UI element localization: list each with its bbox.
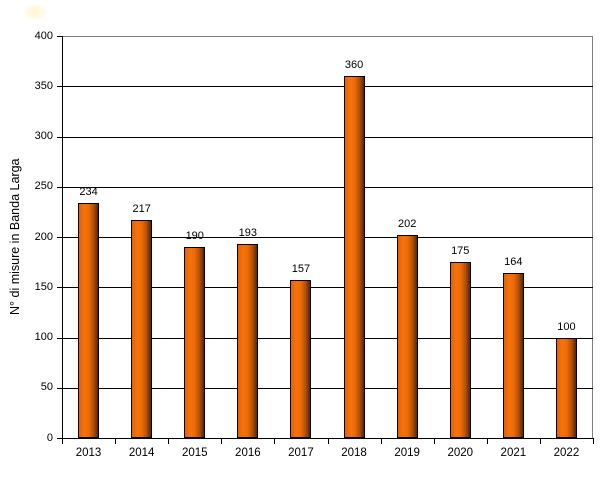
gridline: [62, 387, 593, 389]
bar-value-label: 175: [451, 245, 470, 258]
y-tick-label: 200: [34, 230, 53, 243]
y-tick-mark: [57, 287, 62, 289]
gridline: [62, 186, 593, 188]
y-tick-label: 150: [34, 280, 53, 293]
bar-value-label: 202: [397, 217, 417, 230]
bar-value-label: 190: [185, 230, 204, 243]
x-tick-label: 2014: [128, 447, 155, 459]
bar: [131, 219, 153, 438]
bar: [396, 234, 418, 438]
bar-value-label: 234: [79, 185, 98, 198]
y-tick-mark: [57, 136, 62, 138]
y-tick-label: 100: [34, 331, 53, 343]
bar-value-label: 157: [291, 263, 311, 276]
gridline: [62, 337, 593, 339]
bar: [78, 202, 100, 438]
y-tick-mark: [57, 86, 62, 88]
x-tick-label: 2013: [75, 447, 102, 459]
bar-value-label: 164: [504, 256, 523, 269]
x-tick-label: 2017: [288, 447, 314, 459]
x-axis-line: [62, 438, 594, 439]
bar-value-label: 360: [344, 59, 364, 72]
x-tick-label: 2019: [394, 447, 420, 459]
bar-value-label: 100: [557, 320, 576, 333]
bar: [502, 273, 524, 438]
y-tick-label: 50: [40, 381, 53, 394]
y-tick-label: 300: [34, 130, 53, 142]
bar: [184, 247, 206, 438]
y-tick-mark: [57, 438, 62, 439]
x-tick-mark: [328, 439, 329, 444]
artifact-smudge: [24, 4, 46, 20]
y-tick-mark: [57, 387, 62, 389]
bar-value-label: 217: [132, 202, 151, 215]
x-tick-mark: [434, 439, 435, 444]
y-tick-label: 400: [34, 29, 53, 42]
x-tick-label: 2016: [235, 447, 261, 459]
x-tick-label: 2021: [500, 447, 527, 459]
y-tick-mark: [57, 186, 62, 188]
x-tick-label: 2022: [553, 447, 580, 459]
x-tick-mark: [221, 439, 222, 444]
x-tick-mark: [274, 439, 275, 444]
x-tick-mark: [593, 439, 594, 444]
bar: [290, 280, 312, 438]
bar: [449, 262, 471, 438]
x-tick-label: 2015: [181, 447, 208, 459]
y-tick-mark: [57, 337, 62, 339]
y-tick-label: 350: [34, 79, 53, 92]
x-tick-label: 2020: [447, 447, 474, 459]
x-tick-mark: [115, 439, 116, 444]
y-tick-mark: [57, 36, 62, 37]
x-tick-label: 2018: [341, 447, 367, 459]
x-tick-mark: [487, 439, 488, 444]
bar: [555, 337, 577, 438]
y-tick-label: 250: [34, 180, 53, 193]
gridline: [62, 287, 593, 289]
gridline: [62, 136, 593, 138]
bar: [237, 244, 259, 438]
x-tick-mark: [62, 439, 63, 444]
y-axis-line: [62, 36, 63, 439]
gridline: [62, 237, 593, 238]
gridline: [62, 86, 593, 88]
y-tick-label: 0: [46, 431, 53, 444]
bar: [343, 76, 365, 438]
x-tick-mark: [168, 439, 169, 444]
y-tick-mark: [57, 237, 62, 238]
x-tick-mark: [540, 439, 541, 444]
x-tick-mark: [381, 439, 382, 444]
bar-value-label: 193: [238, 227, 258, 240]
